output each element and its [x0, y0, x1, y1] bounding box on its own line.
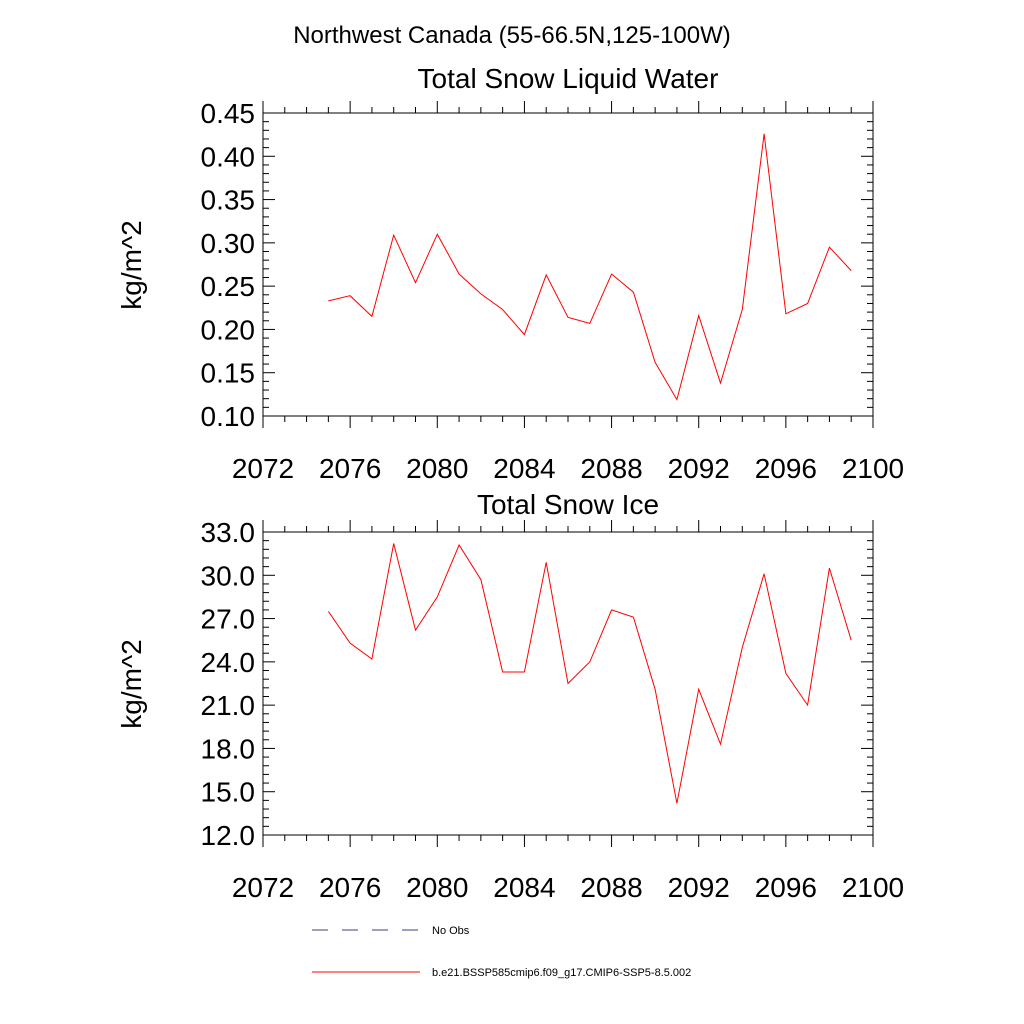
legend-label-no-obs: No Obs	[432, 925, 470, 937]
y-tick-label: 27.0	[201, 604, 256, 635]
x-tick-label: 2084	[493, 453, 555, 484]
plot-frame	[262, 112, 874, 417]
chart-snow-ice: Total Snow Ice kg/m^2 2072 2076 2080 2084 2088…	[116, 489, 904, 903]
y-tick-label: 0.20	[201, 314, 256, 345]
x-tick-label: 2076	[319, 453, 381, 484]
x-tick-label: 2100	[842, 453, 904, 484]
chart-title: Total Snow Liquid Water	[418, 63, 719, 94]
x-tick-label: 2080	[406, 453, 468, 484]
chart-snow-liquid-water: Total Snow Liquid Water kg/m^2 2072 2076 208…	[116, 63, 904, 484]
x-tick-label: 2096	[755, 872, 817, 903]
x-tick-label: 2072	[232, 872, 294, 903]
series-line	[327, 543, 852, 804]
figure-title: Northwest Canada (55-66.5N,125-100W)	[293, 22, 731, 49]
y-tick-label: 0.15	[201, 358, 256, 389]
y-tick-label: 0.40	[201, 141, 256, 172]
series-line	[328, 133, 852, 401]
x-tick-label: 2072	[232, 453, 294, 484]
x-tick-label: 2092	[668, 453, 730, 484]
y-axis-label: kg/m^2	[116, 639, 147, 728]
y-tick-label: 21.0	[201, 690, 256, 721]
x-tick-label: 2088	[580, 453, 642, 484]
y-tick-label: 0.35	[201, 185, 256, 216]
y-tick-label: 15.0	[201, 777, 256, 808]
y-tick-label: 33.0	[201, 517, 256, 548]
legend-label-model-run: b.e21.BSSP585cmip6.f09_g17.CMIP6-SSP5-8.…	[432, 967, 691, 979]
x-tick-label: 2080	[406, 872, 468, 903]
y-tick-label: 0.25	[201, 271, 256, 302]
chart-title: Total Snow Ice	[477, 489, 659, 520]
y-tick-label: 30.0	[201, 560, 256, 591]
y-axis-label: kg/m^2	[116, 220, 147, 309]
x-tick-label: 2096	[755, 453, 817, 484]
x-tick-label: 2092	[668, 872, 730, 903]
y-tick-label: 12.0	[201, 820, 256, 851]
x-tick-label: 2084	[493, 872, 555, 903]
x-tick-label: 2076	[319, 872, 381, 903]
x-tick-label: 2100	[842, 872, 904, 903]
legend: No Obs b.e21.BSSP585cmip6.f09_g17.CMIP6-…	[312, 925, 691, 979]
y-tick-label: 18.0	[201, 733, 256, 764]
y-tick-label: 0.45	[201, 98, 256, 129]
y-tick-label: 24.0	[201, 647, 256, 678]
x-tick-label: 2088	[580, 872, 642, 903]
y-tick-label: 0.30	[201, 228, 256, 259]
y-tick-label: 0.10	[201, 401, 256, 432]
